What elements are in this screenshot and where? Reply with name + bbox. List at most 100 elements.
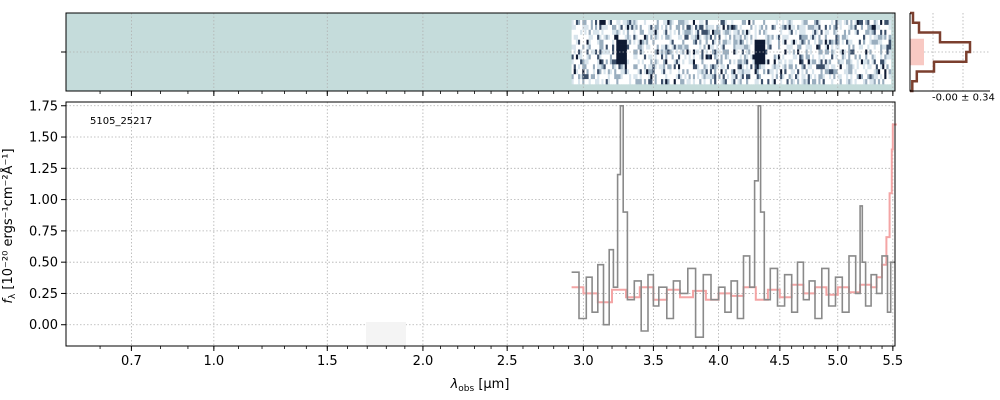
heatmap-cell [750,74,753,80]
heatmap-cell [588,79,592,85]
heatmap-cell [771,79,775,85]
heatmap-cell [843,39,847,45]
heatmap-cell [605,39,609,45]
heatmap-cell [778,24,781,31]
heatmap-cell [818,44,821,50]
heatmap-cell [637,64,641,70]
heatmap-cell [639,24,643,31]
heatmap-cell [669,74,673,80]
heatmap-cell [654,44,658,50]
heatmap-cell [816,20,819,26]
heatmap-cell [835,74,838,80]
heatmap-cell [605,69,609,75]
heatmap-cell [599,74,602,80]
heatmap-cell [616,34,619,40]
heatmap-cell [837,20,841,26]
heatmap-cell [599,34,602,40]
heatmap-cell [620,34,624,40]
heatmap-cell [748,74,751,80]
heatmap-cell [639,59,643,65]
heatmap-cell [839,39,843,45]
heatmap-cell [633,20,636,26]
heatmap-cell [614,74,617,80]
heatmap-cell [592,64,596,70]
heatmap-cell [735,24,738,31]
heatmap-cell [884,44,887,50]
heatmap-cell [799,44,802,50]
heatmap-cell [637,44,641,50]
heatmap-cell [580,69,583,75]
heatmap-cell [612,39,615,45]
heatmap-cell [582,29,585,35]
heatmap-cell [646,24,649,31]
heatmap-cell [765,20,768,26]
heatmap-cell [869,59,872,65]
heatmap-cell [584,79,587,85]
heatmap-cell [737,69,741,75]
heatmap-cell [805,49,809,55]
heatmap-cell [709,24,713,31]
heatmap-cell [743,54,747,60]
heatmap-cell [848,69,851,75]
heatmap-cell [788,24,792,31]
heatmap-cell [856,34,860,40]
heatmap-cell [680,54,683,60]
heatmap-cell [716,34,719,40]
heatmap-cell [778,79,781,85]
heatmap-cell [831,49,834,55]
heatmap-cell [765,79,768,85]
heatmap-cell [888,39,892,45]
heatmap-cell [856,24,860,31]
heatmap-cell [688,34,692,40]
heatmap-cell [699,20,702,26]
heatmap-cell [586,59,590,65]
histogram-annotation: -0.00 ± 0.34 [932,92,995,103]
heatmap-cell [573,20,577,26]
heatmap-cell [782,24,785,31]
heatmap-cell [707,20,711,26]
heatmap-cell [656,29,660,35]
heatmap-cell [626,64,630,70]
heatmap-cell [816,49,819,55]
heatmap-cell [712,59,715,65]
heatmap-cell [856,20,860,26]
heatmap-cell [688,69,692,75]
heatmap-cell [807,29,811,35]
heatmap-cell [743,29,747,35]
heatmap-cell [760,79,764,85]
heatmap-cell [835,59,838,65]
heatmap-cell [799,69,802,75]
heatmap-cell [733,29,736,35]
heatmap-cell [709,79,713,85]
heatmap-cell [748,59,751,65]
heatmap-cell [686,39,690,45]
heatmap-cell [590,29,594,35]
heatmap-cell [741,34,745,40]
heatmap-cell [665,54,668,60]
heatmap-cell [773,79,777,85]
heatmap-cell [882,24,885,31]
heatmap-cell [656,20,660,26]
heatmap-cell [803,29,807,35]
heatmap-cell [739,39,743,45]
heatmap-cell [735,49,738,55]
heatmap-cell [663,79,666,85]
heatmap-cell [678,20,681,26]
heatmap-cell [733,44,736,50]
heatmap-cell [786,69,790,75]
heatmap-cell [716,64,719,70]
heatmap-cell [865,59,868,65]
heatmap-cell [763,34,766,40]
heatmap-cell [709,29,713,35]
heatmap-cell [699,54,702,60]
heatmap-cell [633,49,636,55]
heatmap-cell [692,49,696,55]
heatmap-cell [584,49,587,55]
heatmap-cell [760,20,764,26]
heatmap-cell [718,79,721,85]
heatmap-cell [882,74,885,80]
heatmap-cell [609,44,613,50]
heatmap-cell [578,59,581,65]
heatmap-cell [643,20,647,26]
heatmap-cell [582,44,585,50]
